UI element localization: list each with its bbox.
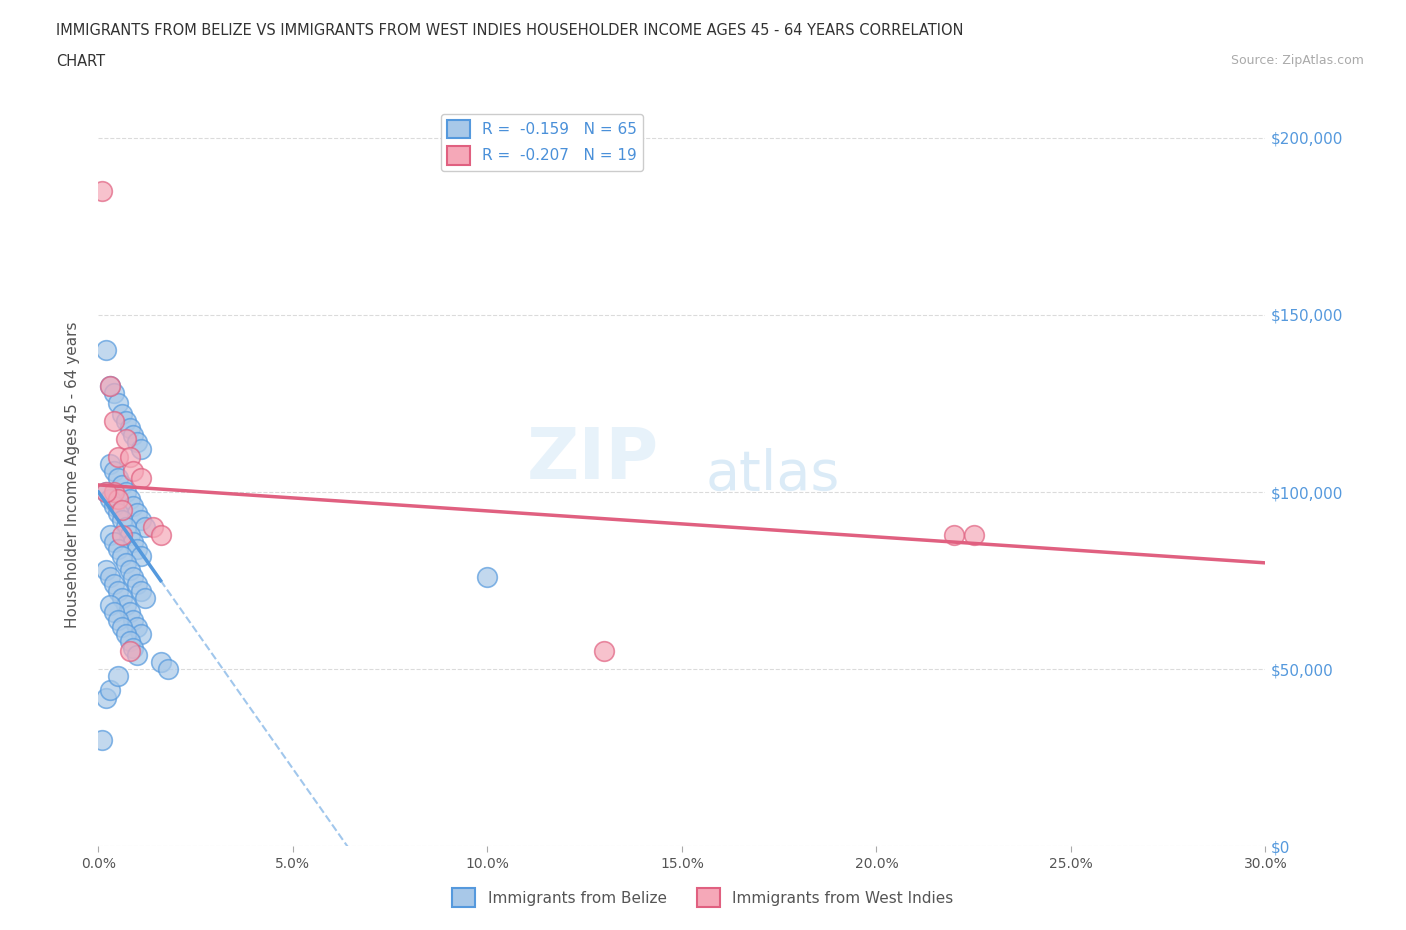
Point bbox=[118, 420, 141, 435]
Point bbox=[118, 449, 141, 464]
Point bbox=[943, 527, 966, 542]
Point bbox=[98, 457, 121, 472]
Point bbox=[96, 690, 118, 705]
Y-axis label: Householder Income Ages 45 - 64 years: Householder Income Ages 45 - 64 years bbox=[65, 321, 80, 628]
Point bbox=[127, 647, 149, 662]
Point bbox=[98, 379, 121, 393]
Point bbox=[122, 641, 145, 656]
Point bbox=[157, 662, 180, 677]
Point bbox=[114, 626, 136, 641]
Text: atlas: atlas bbox=[706, 447, 839, 501]
Point bbox=[122, 569, 145, 584]
Point bbox=[111, 406, 134, 421]
Point bbox=[114, 432, 136, 446]
Point bbox=[111, 502, 134, 517]
Point bbox=[122, 463, 145, 478]
Point bbox=[127, 541, 149, 556]
Point bbox=[134, 520, 156, 535]
Point bbox=[118, 563, 141, 578]
Point bbox=[103, 605, 125, 620]
Point bbox=[122, 534, 145, 549]
Point bbox=[103, 463, 125, 478]
Point bbox=[111, 513, 134, 528]
Point bbox=[142, 520, 165, 535]
Point bbox=[122, 498, 145, 513]
Point bbox=[111, 527, 134, 542]
Point bbox=[107, 492, 129, 507]
Point bbox=[129, 626, 152, 641]
Point bbox=[122, 612, 145, 627]
Point bbox=[149, 655, 172, 670]
Point bbox=[107, 449, 129, 464]
Point bbox=[129, 442, 152, 457]
Point bbox=[118, 527, 141, 542]
Point bbox=[114, 555, 136, 570]
Text: IMMIGRANTS FROM BELIZE VS IMMIGRANTS FROM WEST INDIES HOUSEHOLDER INCOME AGES 45: IMMIGRANTS FROM BELIZE VS IMMIGRANTS FRO… bbox=[56, 23, 963, 38]
Point bbox=[114, 414, 136, 429]
Point bbox=[103, 385, 125, 400]
Text: ZIP: ZIP bbox=[526, 425, 658, 494]
Point bbox=[127, 577, 149, 591]
Point bbox=[103, 414, 125, 429]
Point bbox=[127, 619, 149, 634]
Point bbox=[98, 683, 121, 698]
Point bbox=[107, 584, 129, 599]
Point bbox=[91, 733, 114, 748]
Point bbox=[129, 549, 152, 564]
Point bbox=[118, 633, 141, 648]
Point bbox=[127, 435, 149, 450]
Point bbox=[96, 343, 118, 358]
Point bbox=[103, 577, 125, 591]
Point bbox=[107, 471, 129, 485]
Point bbox=[98, 492, 121, 507]
Point bbox=[118, 605, 141, 620]
Point bbox=[129, 584, 152, 599]
Point bbox=[98, 527, 121, 542]
Point bbox=[107, 669, 129, 684]
Point bbox=[91, 183, 114, 198]
Point bbox=[96, 485, 118, 499]
Point bbox=[114, 520, 136, 535]
Point bbox=[98, 598, 121, 613]
Point bbox=[122, 428, 145, 443]
Point bbox=[111, 591, 134, 605]
Point bbox=[107, 612, 129, 627]
Point bbox=[103, 534, 125, 549]
Point bbox=[103, 498, 125, 513]
Point bbox=[114, 485, 136, 499]
Point bbox=[149, 527, 172, 542]
Text: Source: ZipAtlas.com: Source: ZipAtlas.com bbox=[1230, 54, 1364, 67]
Point bbox=[118, 492, 141, 507]
Point bbox=[98, 569, 121, 584]
Point bbox=[96, 563, 118, 578]
Point bbox=[134, 591, 156, 605]
Point bbox=[129, 471, 152, 485]
Point bbox=[107, 506, 129, 521]
Point bbox=[107, 396, 129, 411]
Point bbox=[962, 527, 984, 542]
Point bbox=[127, 506, 149, 521]
Text: CHART: CHART bbox=[56, 54, 105, 69]
Legend: R =  -0.159   N = 65, R =  -0.207   N = 19: R = -0.159 N = 65, R = -0.207 N = 19 bbox=[440, 113, 643, 171]
Point bbox=[129, 513, 152, 528]
Point bbox=[118, 644, 141, 658]
Point bbox=[477, 569, 499, 584]
Point bbox=[111, 549, 134, 564]
Point bbox=[111, 477, 134, 492]
Legend: Immigrants from Belize, Immigrants from West Indies: Immigrants from Belize, Immigrants from … bbox=[446, 883, 960, 913]
Point bbox=[103, 485, 125, 499]
Point bbox=[96, 485, 118, 499]
Point bbox=[107, 541, 129, 556]
Point bbox=[593, 644, 616, 658]
Point bbox=[111, 619, 134, 634]
Point bbox=[114, 598, 136, 613]
Point bbox=[98, 379, 121, 393]
